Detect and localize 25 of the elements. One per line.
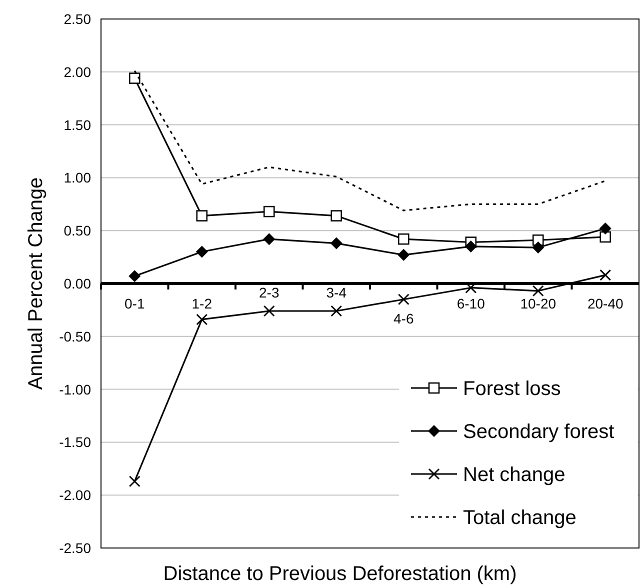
legend-label: Net change [463,464,566,486]
y-tick-label: 0.50 [64,222,92,239]
legend-label: Total change [463,507,576,529]
y-axis-title: Annual Percent Change [25,177,47,390]
legend-label: Forest loss [463,378,561,400]
y-tick-label: 2.50 [64,11,92,27]
x-tick-label: 20-40 [587,296,624,312]
x-tick-label: 0-1 [124,296,145,312]
x-tick-label: 6-10 [456,296,486,312]
x-tick-label: 2-3 [259,284,280,300]
legend-label: Secondary forest [463,421,615,443]
x-axis-title: Distance to Previous Deforestation (km) [163,563,517,585]
y-tick-label: 0.00 [64,276,92,292]
y-tick-label: 1.50 [64,116,92,133]
x-tick-label: 3-4 [326,284,347,300]
x-tick-label: 1-2 [192,296,212,312]
x-tick-label: 4-6 [394,310,414,326]
x-tick-label: 10-20 [520,296,556,312]
y-tick-label: -1.50 [59,434,92,450]
y-tick-label: 1.00 [64,170,92,186]
y-tick-label: -2.00 [59,487,92,504]
y-tick-label: -2.50 [59,540,92,556]
y-tick-label: 2.00 [64,64,92,80]
y-tick-label: -1.00 [59,381,92,398]
y-tick-label: -0.50 [59,328,92,344]
